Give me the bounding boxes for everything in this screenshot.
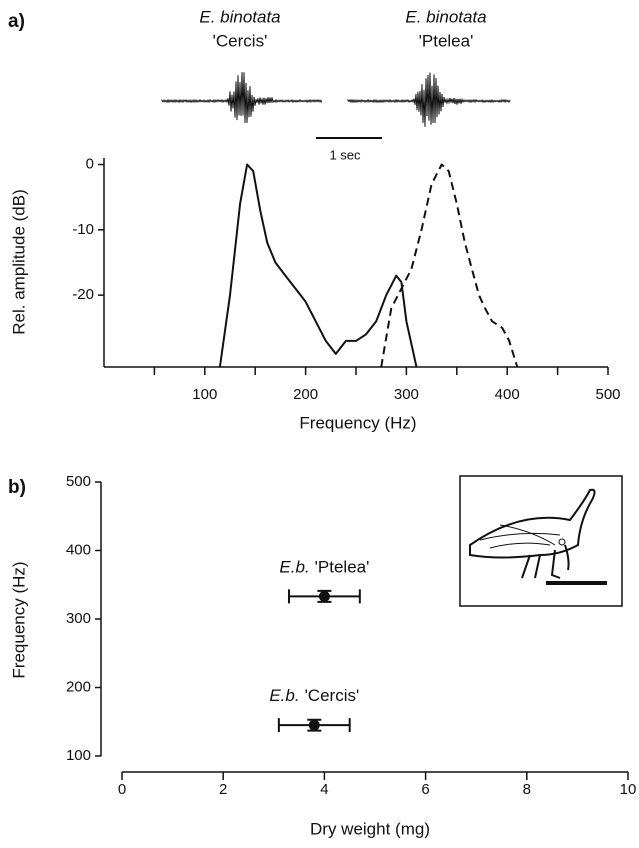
series-species: E. binotata [405, 7, 486, 26]
y-tick-label: 300 [66, 610, 91, 627]
x-axis-title: Dry weight (mg) [310, 819, 430, 838]
y-axis-title: Rel. amplitude (dB) [9, 189, 28, 335]
point-label-host: 'Ptelea' [315, 558, 370, 577]
y-tick-label: 200 [66, 678, 91, 695]
series-species: E. binotata [199, 7, 280, 26]
oscillogram [161, 72, 323, 123]
x-tick-label: 2 [219, 781, 227, 798]
point-label-host: 'Cercis' [305, 687, 360, 706]
x-tick-label: 0 [118, 781, 126, 798]
x-tick-label: 100 [192, 386, 217, 403]
oscillogram [347, 72, 511, 127]
point [318, 590, 330, 602]
point-label: E.b. 'Ptelea' [279, 558, 369, 577]
x-tick-label: 8 [523, 781, 531, 798]
series-line [218, 163, 418, 368]
x-tick-label: 400 [495, 386, 520, 403]
x-tick-label: 6 [421, 781, 429, 798]
series-name: 'Ptelea' [419, 31, 474, 50]
y-tick-label: 100 [66, 747, 91, 764]
point-label-species: E.b. [269, 687, 299, 706]
oscillograms [161, 72, 511, 127]
y-tick-label: -20 [72, 286, 94, 303]
series-name: 'Cercis' [213, 31, 268, 50]
x-tick-label: 500 [595, 386, 620, 403]
y-tick-label: -10 [72, 221, 94, 238]
point [308, 719, 320, 731]
x-tick-label: 10 [620, 781, 637, 798]
insect-inset [459, 475, 623, 607]
y-tick-label: 400 [66, 541, 91, 558]
point-label: E.b. 'Cercis' [269, 687, 359, 706]
scale-bar-label: 1 sec [329, 147, 361, 162]
x-tick-label: 300 [394, 386, 419, 403]
y-tick-label: 0 [86, 156, 94, 173]
series-line [380, 163, 519, 368]
panel-label: b) [8, 477, 26, 498]
panel-label: a) [8, 11, 25, 32]
point-label-species: E.b. [279, 558, 309, 577]
x-tick-label: 4 [320, 781, 328, 798]
x-tick-label: 200 [293, 386, 318, 403]
y-axis-title: Frequency (Hz) [9, 561, 28, 678]
x-axis-title: Frequency (Hz) [299, 413, 416, 432]
y-tick-label: 500 [66, 473, 91, 490]
